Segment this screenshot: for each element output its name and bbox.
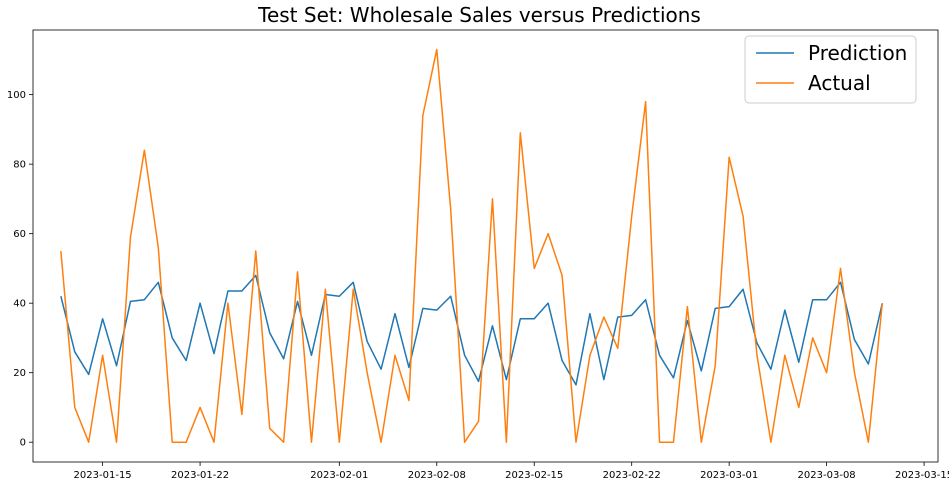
legend-label-prediction: Prediction (808, 41, 907, 65)
series-layer (60, 48, 884, 443)
legend-label-actual: Actual (808, 71, 871, 95)
plot-area: 2023-01-15 2023-01-22 2023-02-01 2023-02-08… (7, 29, 949, 481)
x-axis: 2023-01-15 2023-01-22 2023-02-01 2023-02-08… (74, 462, 949, 481)
series-line-prediction (60, 274, 884, 386)
series-line-actual (60, 48, 884, 443)
y-axis: 0 20 40 60 80 100 (7, 90, 33, 449)
x-tick-label: 2023-02-01 (310, 470, 368, 481)
x-tick-label: 2023-03-15 (895, 470, 949, 481)
y-tick-label: 80 (13, 160, 26, 171)
x-tick-label: 2023-02-15 (505, 470, 563, 481)
x-tick-label: 2023-03-01 (700, 470, 758, 481)
x-tick-label: 2023-01-15 (74, 470, 132, 481)
chart-title: Test Set: Wholesale Sales versus Predict… (257, 3, 701, 27)
x-tick-label: 2023-03-08 (798, 470, 856, 481)
y-tick-label: 60 (13, 229, 26, 240)
y-tick-label: 0 (20, 438, 26, 449)
x-tick-label: 2023-02-08 (408, 470, 466, 481)
plot-frame (32, 29, 939, 463)
x-tick-label: 2023-01-22 (171, 470, 229, 481)
y-tick-label: 20 (13, 368, 26, 379)
y-tick-label: 40 (13, 299, 26, 310)
legend: Prediction Actual (744, 35, 917, 104)
y-tick-label: 100 (7, 90, 26, 101)
x-tick-label: 2023-02-22 (603, 470, 661, 481)
